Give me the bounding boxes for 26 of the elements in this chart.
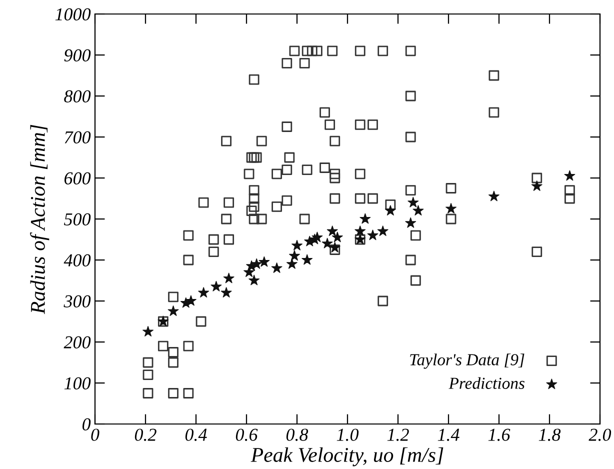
x-tick-label: 2.0 bbox=[588, 428, 612, 441]
x-tick-label: 0.8 bbox=[286, 428, 308, 441]
y-tick-label: 600 bbox=[64, 172, 91, 184]
y-tick-label: 800 bbox=[64, 90, 91, 102]
y-tick-label: 100 bbox=[64, 377, 91, 390]
x-tick-label: 1.6 bbox=[488, 428, 510, 441]
y-tick-label: 400 bbox=[64, 254, 91, 266]
x-tick-label: 0.2 bbox=[134, 428, 156, 441]
y-tick-label: 700 bbox=[64, 131, 91, 144]
legend-label: Taylor's Data [9] bbox=[410, 354, 524, 369]
x-tick-label: 1.0 bbox=[336, 428, 359, 441]
x-tick-label: 1.8 bbox=[538, 428, 561, 441]
y-tick-label: 1000 bbox=[55, 8, 91, 20]
x-tick-label: 1.4 bbox=[438, 428, 460, 441]
x-tick-label: 0.6 bbox=[236, 428, 258, 441]
x-axis-title: Peak Velocity, uo [m/s] bbox=[250, 447, 444, 466]
y-tick-label: 300 bbox=[64, 295, 91, 308]
legend-label: Predictions bbox=[448, 377, 524, 389]
y-tick-label: 500 bbox=[64, 213, 91, 226]
y-axis-title: Radius of Action [mm] bbox=[30, 124, 50, 314]
y-tick-label: 900 bbox=[64, 49, 91, 62]
x-tick-label: 1.2 bbox=[387, 428, 409, 441]
x-tick-label: 0 bbox=[91, 428, 100, 441]
y-tick-label: 0 bbox=[82, 418, 91, 430]
y-tick-label: 200 bbox=[64, 336, 91, 348]
x-tick-label: 0.4 bbox=[185, 428, 207, 441]
